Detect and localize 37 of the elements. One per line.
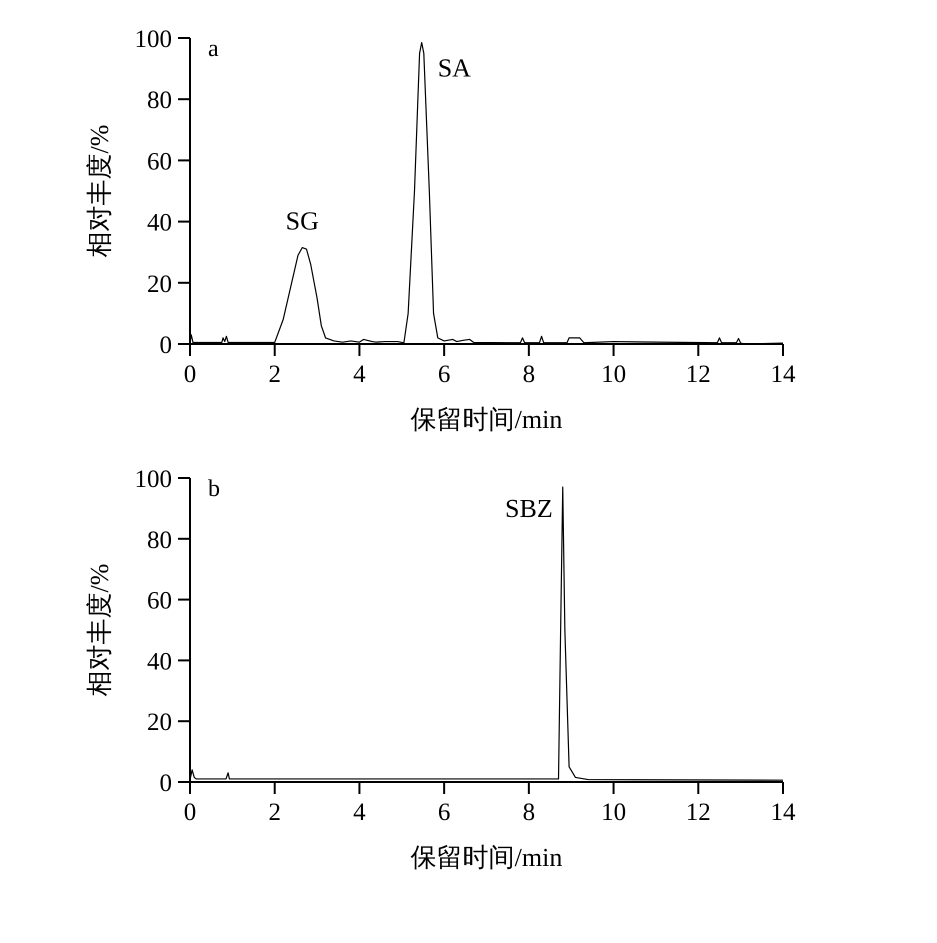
x-tick-label: 2 xyxy=(268,361,281,388)
x-tick-label: 6 xyxy=(438,361,450,388)
x-axis-title: 保留时间/min xyxy=(410,405,562,434)
chart-title: b xyxy=(208,476,220,502)
x-tick-label: 2 xyxy=(268,799,281,826)
x-tick-label: 4 xyxy=(353,361,366,388)
y-tick-label: 100 xyxy=(134,26,172,53)
y-tick-label: 0 xyxy=(160,770,172,797)
x-axis-title: 保留时间/min xyxy=(410,843,562,872)
y-tick-label: 80 xyxy=(147,526,172,554)
x-tick-label: 8 xyxy=(522,361,536,388)
annotation: SA xyxy=(438,54,472,83)
x-tick-label: 12 xyxy=(686,361,711,388)
x-tick-label: 10 xyxy=(601,361,626,388)
x-tick-label: 0 xyxy=(184,361,196,388)
x-tick-label: 14 xyxy=(770,799,796,826)
y-tick-label: 40 xyxy=(147,648,172,676)
x-tick-label: 6 xyxy=(438,799,450,826)
x-tick-label: 4 xyxy=(353,799,366,826)
y-tick-label: 60 xyxy=(147,148,172,176)
y-axis-title: 相对丰度/% xyxy=(85,564,114,696)
y-tick-label: 80 xyxy=(147,87,172,114)
annotation: SG xyxy=(286,206,319,236)
x-tick-label: 10 xyxy=(601,799,626,826)
chart-title: a xyxy=(208,36,219,62)
x-tick-label: 14 xyxy=(770,361,796,388)
y-tick-label: 20 xyxy=(147,709,172,736)
y-axis-title: 相对丰度/% xyxy=(85,124,114,258)
y-tick-label: 20 xyxy=(147,270,172,298)
y-tick-label: 0 xyxy=(160,332,172,359)
x-tick-label: 0 xyxy=(184,799,196,826)
y-tick-label: 100 xyxy=(134,466,172,493)
annotation: SBZ xyxy=(505,494,553,524)
x-tick-label: 8 xyxy=(522,799,536,826)
y-tick-label: 40 xyxy=(147,210,172,237)
y-tick-label: 60 xyxy=(147,588,172,615)
x-tick-label: 12 xyxy=(686,799,711,826)
